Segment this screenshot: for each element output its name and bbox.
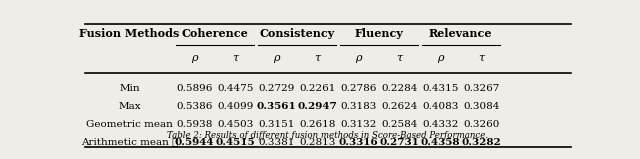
Text: Consistency: Consistency — [259, 28, 335, 39]
Text: Fusion Methods: Fusion Methods — [79, 28, 180, 39]
Text: 0.2284: 0.2284 — [381, 84, 417, 93]
Text: 0.3260: 0.3260 — [463, 120, 499, 129]
Text: Relevance: Relevance — [429, 28, 492, 39]
Text: 0.2618: 0.2618 — [300, 120, 335, 129]
Text: τ: τ — [396, 53, 403, 63]
Text: ρ: ρ — [355, 53, 362, 63]
Text: 0.3132: 0.3132 — [340, 120, 376, 129]
Text: 0.3183: 0.3183 — [340, 102, 376, 111]
Text: 0.2947: 0.2947 — [298, 102, 337, 111]
Text: 0.4083: 0.4083 — [422, 102, 458, 111]
Text: 0.2624: 0.2624 — [381, 102, 417, 111]
Text: 0.3151: 0.3151 — [259, 120, 295, 129]
Text: 0.3316: 0.3316 — [339, 138, 378, 147]
Text: τ: τ — [232, 53, 239, 63]
Text: ρ: ρ — [191, 53, 198, 63]
Text: Fluency: Fluency — [355, 28, 403, 39]
Text: 0.4503: 0.4503 — [218, 120, 254, 129]
Text: 0.5896: 0.5896 — [177, 84, 213, 93]
Text: 0.4099: 0.4099 — [218, 102, 254, 111]
Text: τ: τ — [478, 53, 484, 63]
Text: Geometric mean: Geometric mean — [86, 120, 173, 129]
Text: 0.2731: 0.2731 — [380, 138, 419, 147]
Text: Arithmetic mean ✓: Arithmetic mean ✓ — [81, 138, 179, 147]
Text: 0.5386: 0.5386 — [177, 102, 213, 111]
Text: 0.2786: 0.2786 — [340, 84, 376, 93]
Text: ρ: ρ — [273, 53, 280, 63]
Text: τ: τ — [314, 53, 321, 63]
Text: Table 2: Results of different fusion methods in Score-Based Performance.: Table 2: Results of different fusion met… — [168, 131, 488, 140]
Text: 0.2584: 0.2584 — [381, 120, 417, 129]
Text: Max: Max — [118, 102, 141, 111]
Text: Min: Min — [119, 84, 140, 93]
Text: 0.4475: 0.4475 — [218, 84, 254, 93]
Text: 0.4332: 0.4332 — [422, 120, 458, 129]
Text: 0.3561: 0.3561 — [257, 102, 296, 111]
Text: Coherence: Coherence — [182, 28, 248, 39]
Text: 0.3267: 0.3267 — [463, 84, 499, 93]
Text: ρ: ρ — [437, 53, 444, 63]
Text: 0.2813: 0.2813 — [300, 138, 335, 147]
Text: 0.3381: 0.3381 — [259, 138, 295, 147]
Text: 0.3084: 0.3084 — [463, 102, 499, 111]
Text: 0.5938: 0.5938 — [177, 120, 213, 129]
Text: 0.4358: 0.4358 — [420, 138, 460, 147]
Text: 0.3282: 0.3282 — [461, 138, 501, 147]
Text: 0.2729: 0.2729 — [259, 84, 295, 93]
Text: 0.5944: 0.5944 — [175, 138, 214, 147]
Text: 0.2261: 0.2261 — [300, 84, 335, 93]
Text: 0.4315: 0.4315 — [422, 84, 458, 93]
Text: 0.4515: 0.4515 — [216, 138, 255, 147]
